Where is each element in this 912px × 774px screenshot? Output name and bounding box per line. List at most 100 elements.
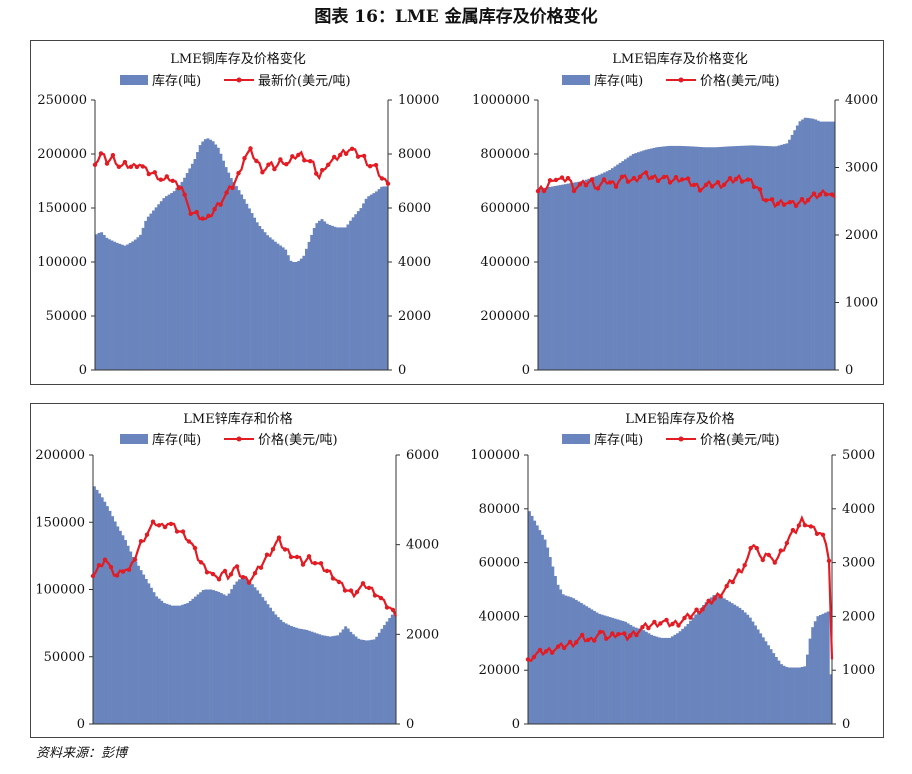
aluminum-inventory-bar (788, 139, 792, 370)
zinc-inventory-bar (349, 631, 353, 724)
copper-inventory-bar (206, 138, 210, 370)
aluminum-price-point (721, 182, 727, 187)
copper-inventory-bar (351, 217, 355, 370)
zinc-inventory-bar (287, 624, 291, 724)
aluminum-price-point (793, 203, 799, 208)
copper-inventory-bar (175, 188, 179, 370)
zinc-price-point (252, 571, 258, 576)
lead-price-point (640, 625, 645, 630)
zinc-inventory-bar (362, 640, 366, 724)
zinc-inventory-bar (307, 630, 311, 724)
lead-inventory-bar (777, 660, 781, 724)
lead-inventory-bar (528, 511, 531, 724)
zinc-price-point (294, 554, 300, 560)
zinc-price-point (390, 607, 396, 613)
lead-inventory-bar (746, 614, 750, 724)
copper-price-point (338, 152, 343, 158)
zinc-title: LME锌库存和价格 (183, 411, 292, 427)
copper-inventory-bar (307, 241, 311, 370)
zinc-price-point (360, 581, 366, 586)
aluminum-inventory-bar (634, 153, 638, 370)
zinc-inventory-bar (258, 593, 262, 724)
zinc-legend-bar-swatch (120, 434, 148, 444)
zinc-price-point (276, 535, 282, 540)
zinc-inventory-bar (284, 623, 288, 724)
aluminum-inventory-bar (691, 146, 695, 370)
zinc-inventory-bar (129, 551, 133, 724)
aluminum-inventory-bar (571, 182, 575, 370)
aluminum-price-point (649, 175, 655, 180)
aluminum-price-point (805, 198, 811, 203)
aluminum-inventory-bar (582, 180, 586, 370)
lead-inventory-bar (538, 530, 542, 724)
copper-left-tick-label: 0 (79, 363, 87, 378)
lead-inventory-bar (624, 621, 628, 724)
aluminum-inventory-bar (746, 145, 750, 370)
zinc-inventory-bar (351, 634, 355, 724)
zinc-right-tick-label: 4000 (406, 538, 439, 553)
aluminum-inventory-bar (556, 185, 560, 370)
copper-price-point (308, 159, 313, 164)
zinc-inventory-bar (181, 604, 184, 724)
aluminum-inventory-bar (756, 145, 760, 370)
zinc-inventory-bar (276, 617, 280, 724)
lead-inventory-bar (587, 607, 591, 724)
lead-inventory-bar (655, 636, 659, 724)
lead-inventory-bar (785, 666, 789, 724)
aluminum-inventory-bar (749, 145, 752, 370)
copper-inventory-bar (216, 147, 220, 370)
zinc-inventory-bar (390, 614, 394, 724)
copper-inventory-bar (110, 240, 114, 370)
aluminum-inventory-bar (642, 150, 646, 370)
aluminum-inventory-bar (618, 162, 622, 370)
zinc-inventory-bar (354, 636, 358, 724)
lead-price-point (658, 621, 663, 626)
lead-inventory-bar (782, 665, 786, 724)
copper-inventory-bar (328, 224, 332, 370)
lead-price-point (802, 523, 808, 528)
lead-inventory-bar (686, 623, 690, 724)
zinc-inventory-bar (320, 635, 324, 724)
aluminum-price-point (601, 177, 607, 182)
aluminum-inventory-bar (712, 147, 716, 370)
copper-inventory-bar (188, 168, 192, 370)
lead-inventory-bar (626, 623, 630, 724)
zinc-price-point (258, 565, 264, 570)
aluminum-inventory-bar (558, 185, 562, 370)
aluminum-inventory-bar (743, 145, 747, 370)
aluminum-price-point (703, 182, 709, 188)
zinc-price-point (228, 572, 234, 577)
copper-inventory-bar (152, 210, 155, 370)
lead-price-point (766, 552, 771, 558)
lead-inventory-bar (621, 621, 625, 724)
copper-legend: 库存(吨) 最新价(美元/吨) (120, 73, 351, 89)
lead-inventory-bar (826, 611, 830, 724)
copper-price-point (224, 190, 229, 195)
copper-price-point (218, 202, 223, 207)
aluminum-inventory-bar (769, 146, 773, 370)
zinc-left-tick-label: 200000 (35, 448, 85, 463)
zinc-inventory-bar (199, 592, 203, 724)
aluminum-inventory-bar (613, 166, 617, 370)
copper-price-point (206, 213, 211, 218)
aluminum-inventory-bar (553, 186, 557, 370)
aluminum-inventory-bar (545, 187, 549, 370)
zinc-inventory-bar (302, 629, 306, 724)
copper-inventory-bar (349, 220, 352, 370)
copper-inventory-bar (260, 229, 264, 370)
lead-price-point (549, 650, 555, 655)
lead-inventory-bars (528, 511, 833, 724)
copper-inventory-bar (214, 144, 218, 370)
lead-inventory-bar (660, 637, 664, 724)
copper-inventory-bar (362, 203, 365, 370)
lead-inventory-bar (795, 667, 799, 724)
lead-price-point (670, 621, 675, 627)
lead-right-tick-label: 4000 (842, 502, 875, 517)
aluminum-inventory-bar (603, 172, 607, 370)
aluminum-price-markers (535, 170, 835, 208)
copper-title: LME铜库存及价格变化 (170, 51, 305, 67)
aluminum-right-tick-label: 0 (845, 363, 853, 378)
zinc-inventory-bar (124, 540, 127, 724)
copper-inventory-bar (302, 255, 306, 370)
